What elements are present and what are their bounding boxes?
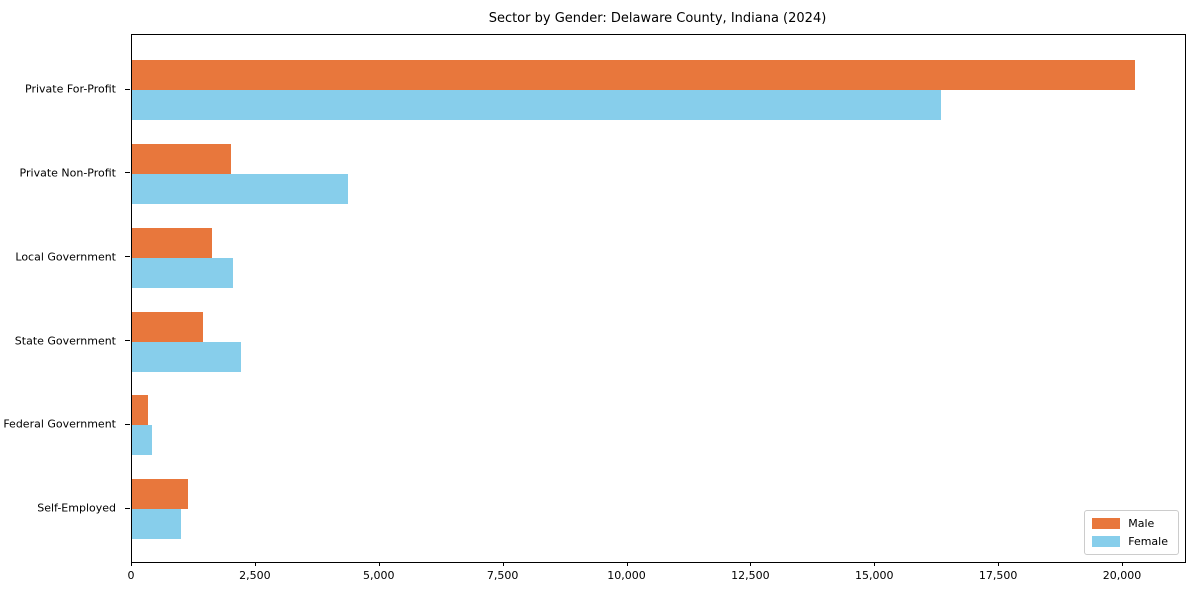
x-tick-mark xyxy=(626,562,628,566)
bar-male-1 xyxy=(132,143,232,174)
legend-entry-female: Female xyxy=(1092,535,1168,548)
x-tick-mark xyxy=(1122,562,1124,566)
legend-label-female: Female xyxy=(1128,535,1168,548)
x-tick-mark xyxy=(254,562,256,566)
bar-male-5 xyxy=(132,479,189,510)
x-tick-label: 7,500 xyxy=(486,569,519,582)
x-tick-label: 5,000 xyxy=(363,569,395,582)
y-tick-label: State Government xyxy=(14,334,116,348)
y-tick-mark xyxy=(125,172,130,174)
bar-male-2 xyxy=(132,227,212,258)
plot-area: Male Female xyxy=(131,34,1186,563)
bar-female-1 xyxy=(132,173,348,204)
bar-male-3 xyxy=(132,311,203,342)
legend-entry-male: Male xyxy=(1092,517,1168,530)
bar-male-4 xyxy=(132,395,148,426)
x-tick-label: 15,000 xyxy=(855,569,894,582)
bar-female-3 xyxy=(132,341,242,372)
bar-female-4 xyxy=(132,425,152,456)
bar-female-2 xyxy=(132,257,233,288)
y-tick-mark xyxy=(125,507,130,509)
y-tick-label: Self-Employed xyxy=(37,501,116,515)
male-swatch-icon xyxy=(1092,518,1121,529)
female-swatch-icon xyxy=(1092,536,1121,547)
x-tick-label: 0 xyxy=(127,569,135,582)
legend-label-male: Male xyxy=(1128,517,1155,530)
x-tick-label: 10,000 xyxy=(607,569,646,582)
x-tick-mark xyxy=(998,562,1000,566)
x-tick-label: 2,500 xyxy=(239,569,271,582)
x-tick-label: 12,500 xyxy=(731,569,770,582)
x-tick-mark xyxy=(131,562,132,566)
bar-female-5 xyxy=(132,509,181,540)
x-tick-mark xyxy=(874,562,876,566)
y-tick-mark xyxy=(125,256,130,258)
y-tick-label: Private For-Profit xyxy=(25,82,116,96)
y-tick-mark xyxy=(125,423,130,425)
y-tick-mark xyxy=(125,340,130,342)
x-tick-mark xyxy=(378,562,380,566)
x-axis: 0 2,500 5,000 7,500 10,000 12,500 15,000 17,500… xyxy=(127,562,1184,592)
x-tick-mark xyxy=(502,562,504,566)
chart-title: Sector by Gender: Delaware County, India… xyxy=(488,11,827,26)
bar-male-0 xyxy=(132,60,1136,90)
x-tick-mark xyxy=(750,562,752,566)
y-tick-label: Federal Government xyxy=(3,417,116,431)
legend: Male Female xyxy=(1084,510,1179,555)
y-tick-label: Local Government xyxy=(15,250,116,264)
bar-female-0 xyxy=(132,90,942,120)
y-tick-mark xyxy=(125,88,130,90)
y-axis: Private For-Profit Private Non-Profit Loca… xyxy=(0,34,130,561)
y-tick-label: Private Non-Profit xyxy=(19,166,116,180)
x-tick-label: 17,500 xyxy=(978,569,1018,582)
x-tick-label: 20,000 xyxy=(1102,569,1142,582)
